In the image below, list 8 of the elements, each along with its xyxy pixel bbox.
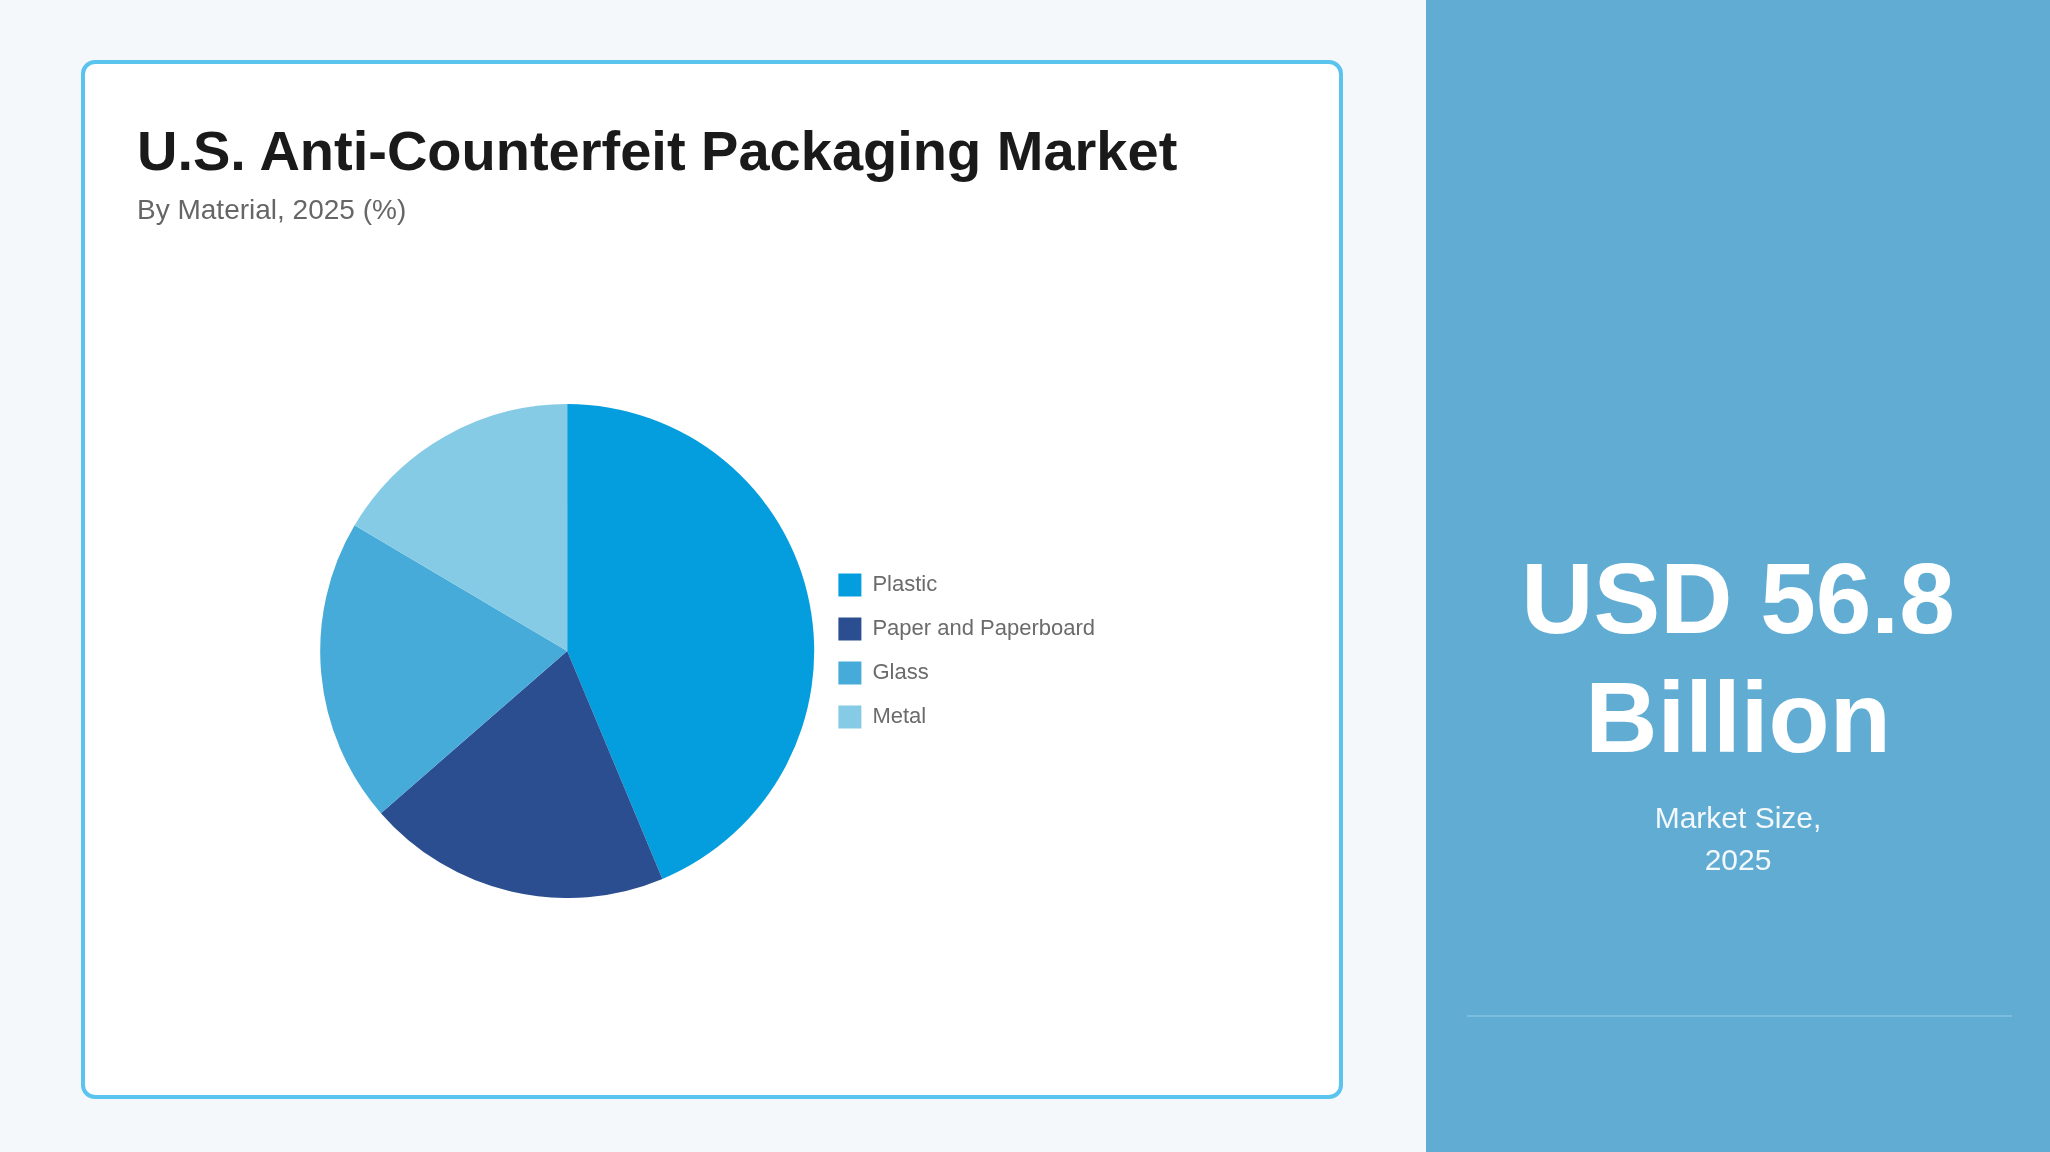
legend-label: Plastic [872,571,938,597]
legend-label: Metal [872,703,927,729]
chart-subtitle: By Material, 2025 (%) [137,194,407,225]
text: USD 56.8 Billion [1520,541,1956,775]
legend-label: Glass [872,659,929,685]
text: Market Size, 2025 [1653,800,1823,878]
chart-title: U.S. Anti-Counterfeit Packaging Market [137,119,1178,182]
legend-label: Paper and Paperboard [872,615,1096,641]
